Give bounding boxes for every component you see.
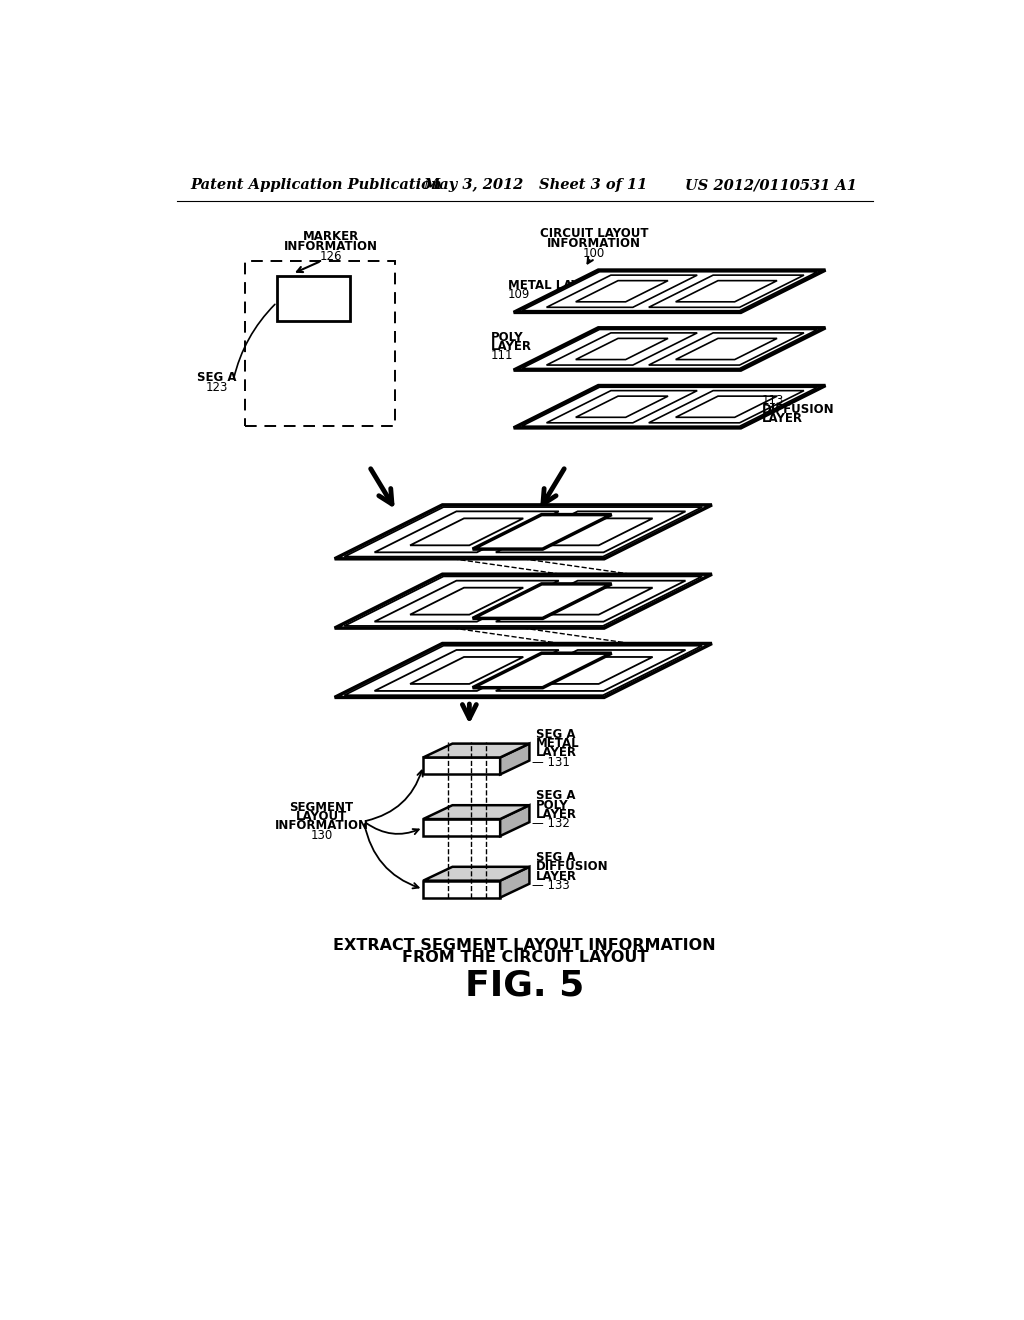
- Polygon shape: [335, 644, 712, 697]
- Text: LAYOUT: LAYOUT: [296, 810, 347, 824]
- Polygon shape: [514, 385, 825, 428]
- Text: SEGMENT: SEGMENT: [290, 801, 353, 814]
- Polygon shape: [423, 805, 529, 818]
- Bar: [245, 261, 394, 426]
- Text: SEG A: SEG A: [536, 789, 575, 803]
- Text: SEG A: SEG A: [536, 727, 575, 741]
- Text: LAYER: LAYER: [536, 870, 577, 883]
- Polygon shape: [423, 758, 500, 775]
- Text: Patent Application Publication: Patent Application Publication: [190, 178, 442, 193]
- Text: — 133: — 133: [532, 879, 570, 892]
- Polygon shape: [335, 574, 712, 628]
- Text: FIG. 5: FIG. 5: [465, 969, 585, 1002]
- Text: DIFFUSION: DIFFUSION: [536, 861, 608, 874]
- Polygon shape: [423, 880, 500, 898]
- Text: MARKER: MARKER: [303, 231, 358, 243]
- Polygon shape: [473, 515, 611, 549]
- Text: 111: 111: [490, 348, 513, 362]
- Text: LAYER: LAYER: [536, 746, 577, 759]
- Text: INFORMATION: INFORMATION: [547, 236, 641, 249]
- Text: 126: 126: [319, 249, 342, 263]
- Text: 102: 102: [689, 269, 712, 282]
- Text: 101: 101: [626, 269, 648, 282]
- Text: METAL LAYER: METAL LAYER: [508, 279, 597, 292]
- Text: POLY: POLY: [536, 799, 568, 812]
- Text: INFORMATION: INFORMATION: [274, 820, 369, 833]
- Text: FROM THE CIRCUIT LAYOUT: FROM THE CIRCUIT LAYOUT: [401, 950, 648, 965]
- Text: CIRCUIT LAYOUT: CIRCUIT LAYOUT: [540, 227, 648, 240]
- Polygon shape: [335, 506, 712, 558]
- Text: 100: 100: [583, 247, 605, 260]
- Polygon shape: [500, 867, 529, 898]
- Text: — 132: — 132: [532, 817, 570, 830]
- Text: POLY: POLY: [490, 330, 523, 343]
- Text: SEG A: SEG A: [197, 371, 237, 384]
- Polygon shape: [473, 583, 611, 618]
- Polygon shape: [473, 653, 611, 688]
- Text: 130: 130: [310, 829, 333, 842]
- Bar: [276, 276, 350, 321]
- Text: — 131: — 131: [532, 755, 570, 768]
- Polygon shape: [423, 743, 529, 758]
- Text: 113: 113: [762, 393, 784, 407]
- Text: DIFFUSION: DIFFUSION: [762, 403, 835, 416]
- Text: METAL: METAL: [536, 737, 580, 750]
- Polygon shape: [500, 805, 529, 836]
- Text: EXTRACT SEGMENT LAYOUT INFORMATION: EXTRACT SEGMENT LAYOUT INFORMATION: [334, 937, 716, 953]
- Text: LAYER: LAYER: [536, 808, 577, 821]
- Text: LAYER: LAYER: [762, 412, 803, 425]
- Text: 109: 109: [508, 288, 530, 301]
- Polygon shape: [423, 818, 500, 836]
- Polygon shape: [423, 867, 529, 880]
- Text: LAYER: LAYER: [490, 339, 531, 352]
- Text: INFORMATION: INFORMATION: [284, 240, 378, 252]
- Polygon shape: [500, 743, 529, 775]
- Text: US 2012/0110531 A1: US 2012/0110531 A1: [685, 178, 857, 193]
- Polygon shape: [514, 327, 825, 370]
- Text: SEG A: SEG A: [536, 851, 575, 865]
- Text: May 3, 2012: May 3, 2012: [423, 178, 523, 193]
- Text: 123: 123: [206, 380, 228, 393]
- Text: Sheet 3 of 11: Sheet 3 of 11: [539, 178, 647, 193]
- Polygon shape: [514, 271, 825, 313]
